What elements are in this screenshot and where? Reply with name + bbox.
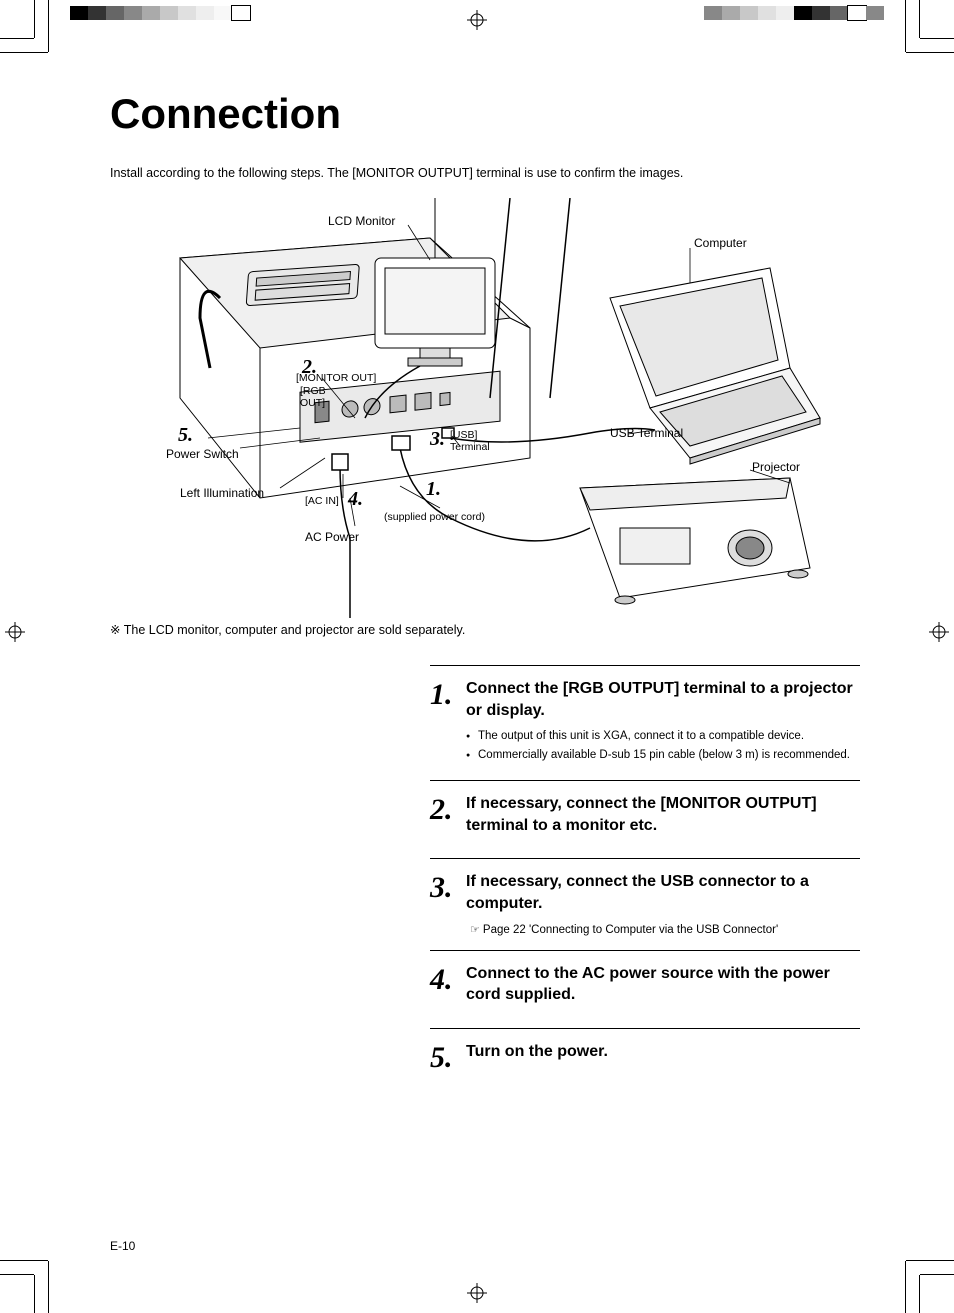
- step-number: 2.: [430, 793, 466, 825]
- crop-mark: [34, 1275, 35, 1313]
- separate-sale-note: ※ The LCD monitor, computer and projecto…: [110, 622, 864, 637]
- bullet-item: Commercially available D-sub 15 pin cabl…: [466, 748, 860, 764]
- crop-mark: [48, 1261, 49, 1313]
- crop-mark: [905, 1261, 906, 1313]
- step-5: 5.Turn on the power.: [430, 1028, 860, 1087]
- note-prefix: ※: [110, 623, 120, 637]
- step-2: 2.If necessary, connect the [MONITOR OUT…: [430, 780, 860, 858]
- page-title: Connection: [110, 90, 864, 138]
- steps-list: 1.Connect the [RGB OUTPUT] terminal to a…: [430, 665, 860, 1087]
- step-title: Connect to the AC power source with the …: [466, 963, 860, 1006]
- step-number: 5.: [430, 1041, 466, 1073]
- registration-mark-icon: [467, 1283, 487, 1303]
- page-number: E-10: [110, 1239, 135, 1253]
- step-number: 1.: [430, 678, 466, 710]
- step-number: 3.: [430, 871, 466, 903]
- step-3: 3.If necessary, connect the USB connecto…: [430, 858, 860, 949]
- label-terminal: Terminal: [450, 442, 490, 454]
- step-bullets: The output of this unit is XGA, connect …: [466, 729, 860, 763]
- diagram-step-3: 3.: [430, 428, 445, 451]
- label-left-illumination: Left Illumination: [180, 486, 264, 500]
- intro-text: Install according to the following steps…: [110, 166, 864, 180]
- label-rgb-out-2: OUT]: [300, 398, 325, 410]
- connection-diagram: LCD Monitor Computer USB Terminal Projec…: [150, 198, 890, 618]
- diagram-step-1: 1.: [426, 478, 441, 501]
- step-body: Connect the [RGB OUTPUT] terminal to a p…: [466, 678, 860, 766]
- label-ac-in: [AC IN]: [305, 496, 339, 508]
- step-body: Turn on the power.: [466, 1041, 860, 1071]
- diagram-step-2: 2.: [302, 356, 317, 379]
- label-projector: Projector: [752, 460, 800, 474]
- step-number: 4.: [430, 963, 466, 995]
- label-usb-terminal: USB Terminal: [610, 426, 683, 440]
- label-lcd-monitor: LCD Monitor: [328, 214, 395, 228]
- crop-mark: [919, 1275, 920, 1313]
- label-power-switch: Power Switch: [166, 447, 239, 461]
- label-rgb-out-1: [RGB: [300, 386, 326, 398]
- step-body: If necessary, connect the USB connector …: [466, 871, 860, 935]
- diagram-step-4: 4.: [348, 488, 363, 511]
- step-title: If necessary, connect the USB connector …: [466, 871, 860, 914]
- step-1: 1.Connect the [RGB OUTPUT] terminal to a…: [430, 665, 860, 780]
- bullet-item: The output of this unit is XGA, connect …: [466, 729, 860, 745]
- label-computer: Computer: [694, 236, 747, 250]
- step-title: If necessary, connect the [MONITOR OUTPU…: [466, 793, 860, 836]
- label-ac-power: AC Power: [305, 530, 359, 544]
- note-text: The LCD monitor, computer and projector …: [124, 623, 466, 637]
- step-title: Turn on the power.: [466, 1041, 860, 1063]
- crop-mark: [0, 1274, 34, 1275]
- page-ref: Page 22 'Connecting to Computer via the …: [466, 923, 860, 936]
- label-usb: [USB]: [450, 430, 477, 442]
- crop-mark: [920, 1274, 954, 1275]
- step-body: If necessary, connect the [MONITOR OUTPU…: [466, 793, 860, 844]
- crop-mark: [0, 1260, 48, 1261]
- diagram-svg: [150, 198, 890, 618]
- step-body: Connect to the AC power source with the …: [466, 963, 860, 1014]
- diagram-step-5: 5.: [178, 424, 193, 447]
- crop-mark: [906, 1260, 954, 1261]
- step-4: 4.Connect to the AC power source with th…: [430, 950, 860, 1028]
- step-title: Connect the [RGB OUTPUT] terminal to a p…: [466, 678, 860, 721]
- label-supplied-cord: (supplied power cord): [384, 512, 485, 524]
